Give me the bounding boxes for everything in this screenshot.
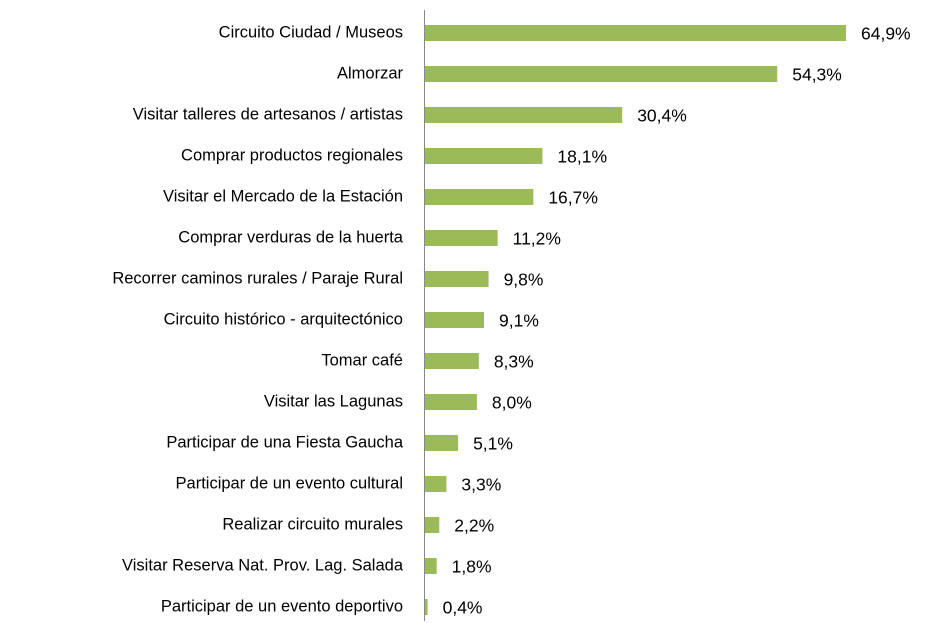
- bar: [425, 394, 477, 410]
- category-label: Circuito Ciudad / Museos: [219, 23, 403, 41]
- category-label: Visitar Reserva Nat. Prov. Lag. Salada: [122, 556, 404, 574]
- value-label: 9,8%: [504, 270, 544, 290]
- value-label: 54,3%: [792, 65, 842, 85]
- value-label: 11,2%: [513, 229, 561, 249]
- category-label: Participar de un evento deportivo: [161, 597, 403, 615]
- category-label: Comprar verduras de la huerta: [178, 228, 404, 246]
- category-label: Visitar las Lagunas: [264, 392, 403, 410]
- bar: [425, 476, 447, 492]
- category-label: Tomar café: [321, 351, 403, 369]
- value-label: 3,3%: [461, 475, 501, 495]
- category-label: Visitar el Mercado de la Estación: [163, 187, 403, 205]
- bar: [425, 312, 485, 328]
- value-label: 1,8%: [452, 557, 492, 577]
- category-label: Participar de un evento cultural: [176, 474, 403, 492]
- value-label: 18,1%: [557, 147, 607, 167]
- value-label: 0,4%: [443, 598, 483, 618]
- category-label: Recorrer caminos rurales / Paraje Rural: [112, 269, 403, 287]
- category-label: Participar de una Fiesta Gaucha: [166, 433, 403, 451]
- bar: [425, 189, 534, 205]
- bar: [425, 353, 479, 369]
- category-label: Comprar productos regionales: [181, 146, 403, 164]
- bar: [425, 517, 440, 533]
- value-label: 2,2%: [454, 516, 494, 536]
- category-label: Almorzar: [337, 64, 404, 82]
- bar: [425, 25, 846, 41]
- value-label: 9,1%: [499, 311, 539, 331]
- bar: [425, 66, 778, 82]
- category-label: Circuito histórico - arquitectónico: [164, 310, 403, 328]
- value-label: 8,3%: [494, 352, 534, 372]
- bar: [425, 148, 543, 164]
- bar: [425, 230, 498, 246]
- bar: [425, 558, 437, 574]
- value-label: 5,1%: [473, 434, 513, 454]
- bar: [425, 599, 428, 615]
- value-label: 64,9%: [861, 24, 911, 44]
- category-label: Realizar circuito murales: [222, 515, 403, 533]
- bar: [425, 435, 459, 451]
- bar: [425, 107, 623, 123]
- value-label: 16,7%: [548, 188, 598, 208]
- bar: [425, 271, 489, 287]
- value-label: 8,0%: [492, 393, 532, 413]
- category-label: Visitar talleres de artesanos / artistas: [133, 105, 403, 123]
- value-label: 30,4%: [637, 106, 687, 126]
